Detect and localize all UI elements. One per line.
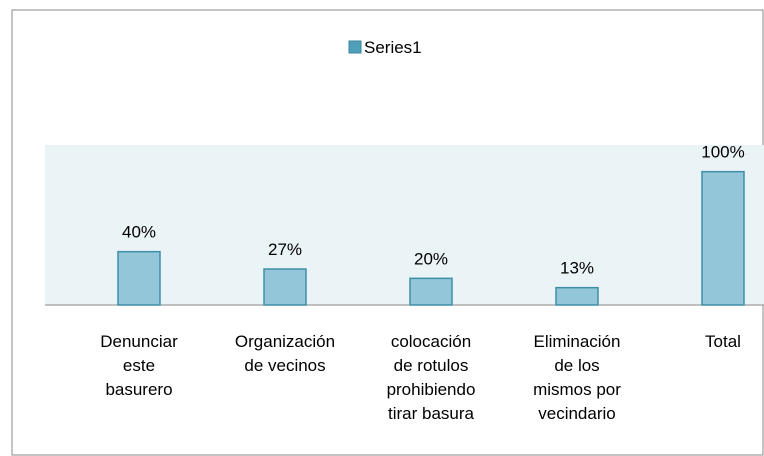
data-label: 40% (122, 223, 156, 242)
x-tick-label: de los (554, 356, 599, 375)
bar (701, 170, 745, 306)
x-tick-label: Total (705, 332, 741, 351)
x-tick-label: vecindario (538, 404, 616, 423)
x-tick-label: colocación (391, 332, 471, 351)
x-tick-label: prohibiendo (387, 380, 476, 399)
data-label: 100% (701, 143, 744, 162)
plot-area (45, 145, 764, 305)
x-tick-label: de vecinos (244, 356, 325, 375)
data-label: 13% (560, 259, 594, 278)
legend-swatch (348, 40, 362, 54)
bar (263, 268, 307, 306)
x-tick-label: este (123, 356, 155, 375)
x-tick-label: Denunciar (100, 332, 178, 351)
x-tick-label: tirar basura (388, 404, 475, 423)
x-tick-label: mismos por (533, 380, 621, 399)
bar (409, 277, 453, 306)
x-tick-label: Organización (235, 332, 335, 351)
x-tick-label: basurero (105, 380, 172, 399)
data-label: 27% (268, 240, 302, 259)
bar (117, 250, 161, 306)
data-label: 20% (414, 249, 448, 268)
x-tick-label: Eliminación (534, 332, 621, 351)
legend-label: Series1 (364, 38, 422, 57)
x-tick-label: de rotulos (394, 356, 469, 375)
bar (555, 286, 599, 306)
